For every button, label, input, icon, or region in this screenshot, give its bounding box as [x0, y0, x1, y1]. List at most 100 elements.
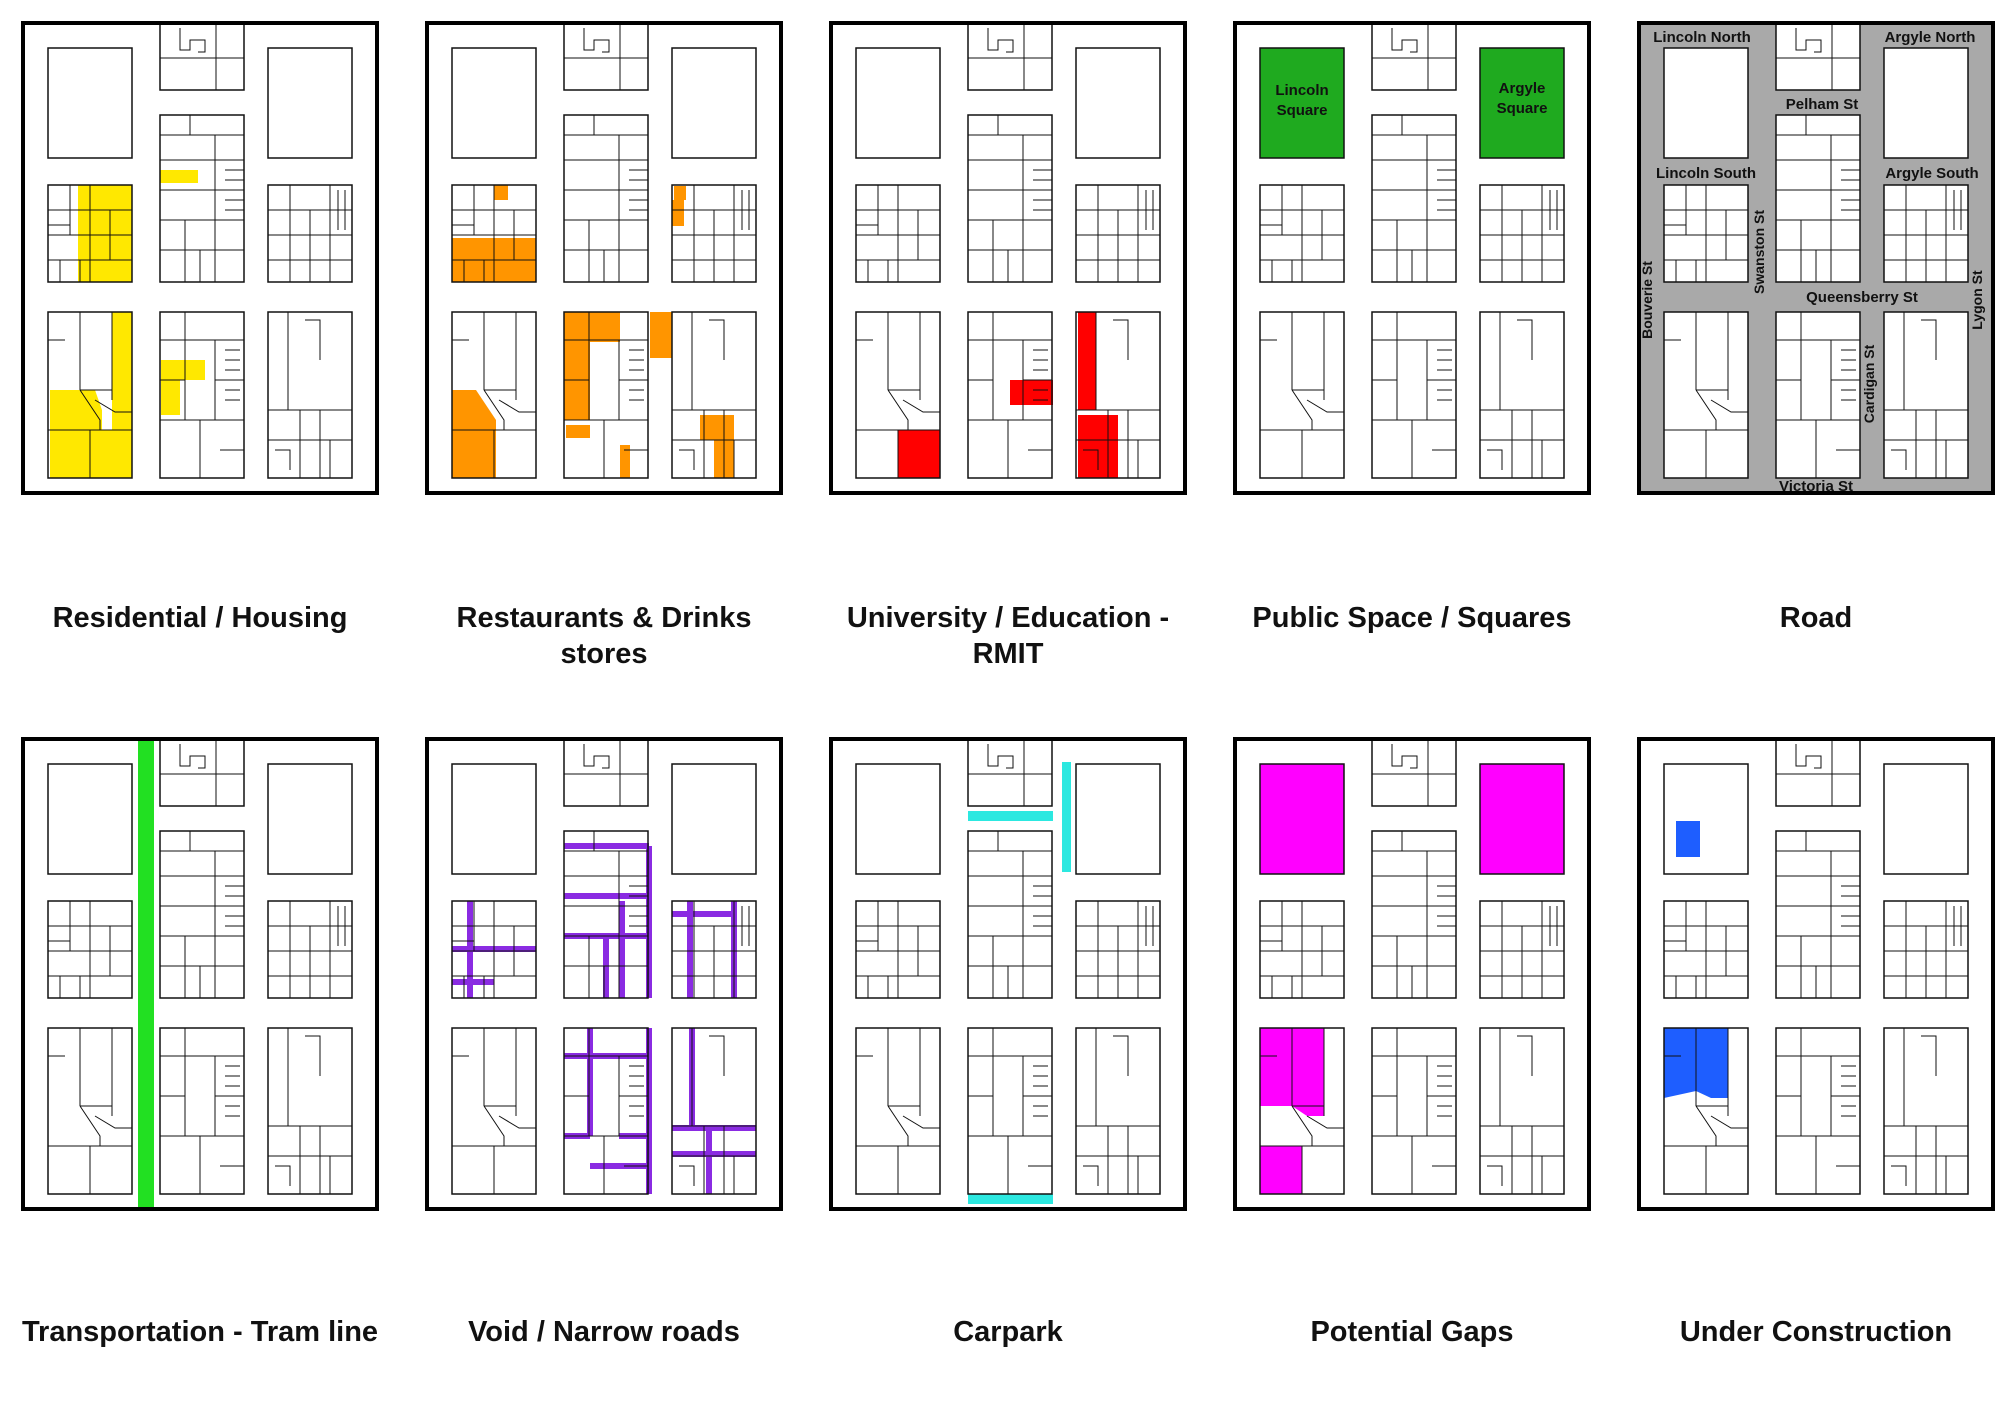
parcel-line [1487, 449, 1503, 470]
parcel-line [887, 389, 909, 430]
block-center-mid [563, 830, 649, 999]
map-construction [1637, 737, 1995, 1211]
map-carpark [829, 737, 1187, 1211]
panel-frame [21, 21, 379, 495]
label-argyle-square-2: Square [1497, 100, 1548, 117]
block-center-mid [1371, 830, 1457, 999]
block-top-middle [159, 21, 245, 91]
block-center-south [159, 311, 245, 479]
block-top-middle [1775, 737, 1861, 807]
base-map [829, 737, 1187, 1211]
block-center-south [1371, 311, 1457, 479]
parcel-line [1921, 1035, 1937, 1076]
parcel-line [498, 399, 536, 413]
map-panel-carpark [828, 736, 1188, 1212]
parcel-line [1391, 28, 1418, 53]
parcel-line [1306, 399, 1344, 413]
block-center-south [1371, 1027, 1457, 1195]
label-cardigan: Cardigan St [1861, 344, 1877, 423]
block-argyle-north [1075, 763, 1161, 875]
block-center-mid [967, 114, 1053, 283]
map-panel-restaurants [424, 20, 784, 496]
parcel-line [94, 1115, 132, 1129]
parcel-line [1517, 319, 1533, 360]
caption-road: Road [1779, 602, 1853, 634]
block-center-mid [563, 114, 649, 283]
caption-residential: Residential / Housing [52, 602, 348, 634]
parcel-line [179, 744, 206, 769]
caption-carpark: Carpark [953, 1316, 1063, 1348]
label-argyle-south: Argyle South [1885, 165, 1978, 182]
parcel-line [305, 1035, 321, 1076]
caption-construction: Under Construction [1679, 1316, 1953, 1348]
parcel-line [1113, 319, 1129, 360]
parcel-line [987, 28, 1014, 53]
block-center-south [967, 1027, 1053, 1195]
highlights-public-space [1260, 48, 1564, 158]
caption-gaps: Potential Gaps [1310, 1316, 1514, 1348]
block-argyle-north [671, 47, 757, 159]
block-argyle-north [1075, 47, 1161, 159]
block-argyle-north [267, 763, 353, 875]
map-panel-void [424, 736, 784, 1212]
block-east-south [1883, 1027, 1969, 1195]
label-lincoln-square: Lincoln [1275, 82, 1328, 99]
map-void [425, 737, 783, 1211]
map-road: Lincoln North Argyle North Pelham St Lincol… [1637, 21, 1995, 495]
map-restaurants [425, 21, 783, 495]
base-map [425, 737, 783, 1211]
map-panel-residential [20, 20, 380, 496]
parcel-line [887, 1105, 909, 1146]
block-center-south [1775, 1027, 1861, 1195]
panel-frame [1637, 737, 1995, 1211]
label-victoria: Victoria St [1779, 478, 1853, 495]
highlights-residential [50, 170, 205, 478]
parcel-line [583, 744, 610, 769]
base-map [425, 21, 783, 495]
caption-void: Void / Narrow roads [468, 1316, 740, 1348]
block-lincoln-north [855, 763, 941, 875]
panel-frame [1637, 21, 1995, 495]
block-center-mid [967, 830, 1053, 999]
block-lincoln-north [1663, 47, 1749, 159]
block-east-south [671, 1027, 757, 1195]
parcel-line [1291, 389, 1313, 430]
highlights-restaurants [452, 185, 734, 478]
block-top-middle [159, 737, 245, 807]
caption-public-space: Public Space / Squares [1252, 602, 1572, 634]
block-argyle-north [267, 47, 353, 159]
block-center-south [967, 311, 1053, 479]
caption-restaurants: Restaurants & Drinks stores [456, 602, 752, 670]
panel-frame [1233, 737, 1591, 1211]
label-argyle-square: Argyle [1499, 80, 1546, 97]
block-lincoln-north [451, 763, 537, 875]
block-lincoln-north [1663, 763, 1749, 875]
label-lygon: Lygon St [1969, 270, 1985, 330]
map-panel-gaps [1232, 736, 1592, 1212]
block-lincoln-north [855, 47, 941, 159]
highlights-tram [138, 740, 154, 1208]
base-map [1233, 737, 1591, 1211]
parcel-line [483, 389, 505, 430]
parcel-line [498, 1115, 536, 1129]
block-east-south [267, 311, 353, 479]
base-map [1637, 737, 1995, 1211]
block-top-middle [563, 21, 649, 91]
block-argyle-north [1883, 47, 1969, 159]
block-center-mid [1775, 830, 1861, 999]
label-lincoln-north: Lincoln North [1653, 29, 1751, 46]
block-center-south [563, 1027, 649, 1195]
block-lincoln-north [1259, 763, 1345, 875]
caption-university: University / Education - RMIT [846, 602, 1170, 670]
parcel-line [1083, 1165, 1099, 1186]
caption-tram: Transportation - Tram line [21, 1316, 379, 1348]
panel-frame [21, 737, 379, 1211]
block-east-south [1883, 311, 1969, 479]
label-pelham: Pelham St [1786, 96, 1859, 113]
parcel-line [305, 319, 321, 360]
parcel-line [1083, 449, 1099, 470]
base-map [21, 21, 379, 495]
map-panel-public-space: Lincoln Square Argyle Square [1232, 20, 1592, 496]
parcel-line [1695, 1105, 1717, 1146]
parcel-line [1710, 1115, 1748, 1129]
